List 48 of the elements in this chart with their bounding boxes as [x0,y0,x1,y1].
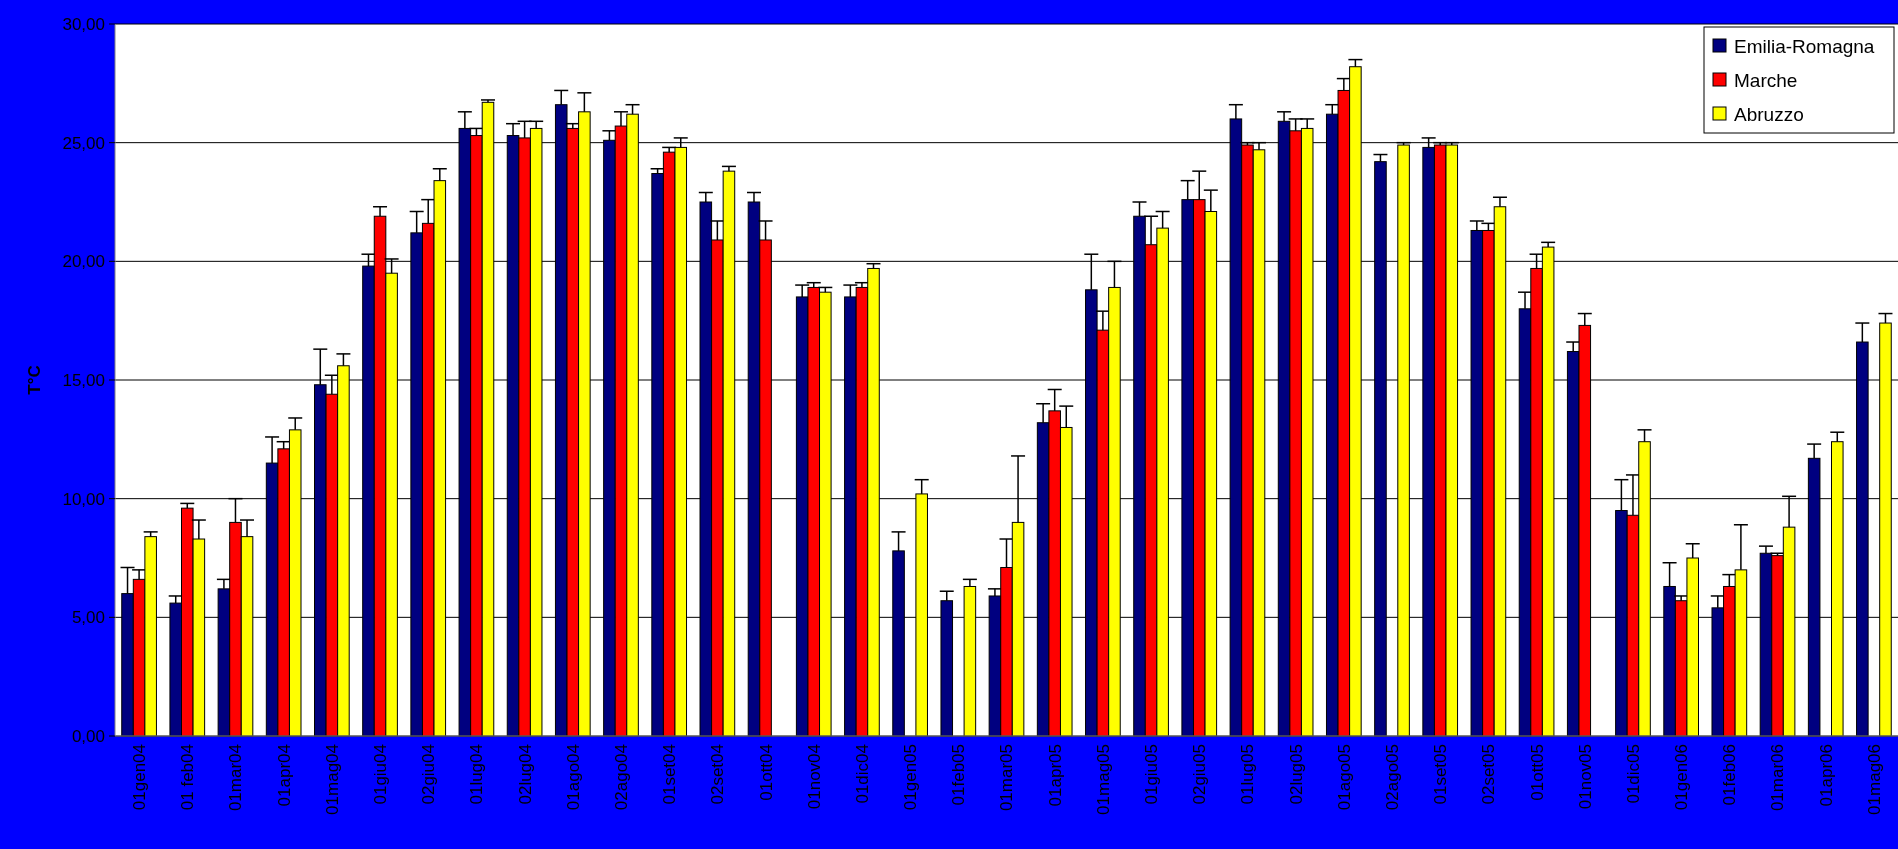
x-tick-label: 01mar04 [226,744,246,812]
x-tick-label: 02set05 [1479,744,1499,805]
x-tick-label: 01set04 [660,744,680,805]
x-tick-label: 01ott04 [756,744,776,801]
y-tick-label: 30,00 [62,14,105,34]
x-tick-label: 01ago04 [563,744,583,811]
x-tick-label: 02lug04 [515,744,535,805]
x-tick-label: 02giu04 [419,744,439,805]
x-tick-label: 01apr06 [1816,744,1836,807]
x-tick-label: 01lug04 [467,744,487,805]
y-tick-label: 10,00 [62,489,105,509]
x-tick-label: 01mag04 [322,744,342,815]
legend-label: Marche [1734,69,1798,91]
x-tick-label: 01dic05 [1623,744,1643,804]
x-tick-label: 01giu04 [370,744,390,805]
y-tick-label: 0,00 [71,726,105,746]
y-tick-label: 15,00 [62,370,105,390]
x-tick-label: 01set05 [1431,744,1451,805]
x-tick-label: 01mar05 [997,744,1017,812]
x-tick-label: 01gen05 [901,744,921,811]
x-tick-label: 01apr04 [274,744,294,807]
y-axis-title: T°C [25,365,44,395]
x-tick-label: 02giu05 [1190,744,1210,805]
x-tick-label: 01nov04 [804,744,824,810]
x-tick-label: 01mag06 [1864,744,1884,815]
x-tick-label: 01mag05 [1093,744,1113,815]
x-tick-label: 01dic04 [852,744,872,804]
x-tick-label: 01nov05 [1575,744,1595,810]
x-tick-label: 01feb06 [1720,744,1740,806]
x-tick-label: 01lug05 [1238,744,1258,805]
x-tick-label: 02lug05 [1286,744,1306,805]
x-tick-label: 01apr05 [1045,744,1065,807]
x-tick-label: 02ago04 [611,744,631,811]
x-tick-label: 01ago05 [1334,744,1354,811]
y-tick-label: 20,00 [62,252,105,272]
y-tick-label: 25,00 [62,133,105,153]
x-tick-label: 01ott05 [1527,744,1547,801]
y-tick-label: 5,00 [71,608,105,628]
x-tick-label: 02set04 [708,744,728,805]
x-tick-label: 02ago05 [1382,744,1402,811]
legend-label: Abruzzo [1734,103,1804,125]
x-tick-label: 01giu05 [1142,744,1162,805]
x-tick-label: 01gen06 [1672,744,1692,811]
x-tick-label: 01 feb04 [178,744,198,811]
legend-label: Emilia-Romagna [1734,35,1875,57]
x-tick-label: 01gen04 [130,744,150,811]
x-tick-label: 01feb05 [949,744,969,806]
x-tick-label: 01mar06 [1768,744,1788,812]
